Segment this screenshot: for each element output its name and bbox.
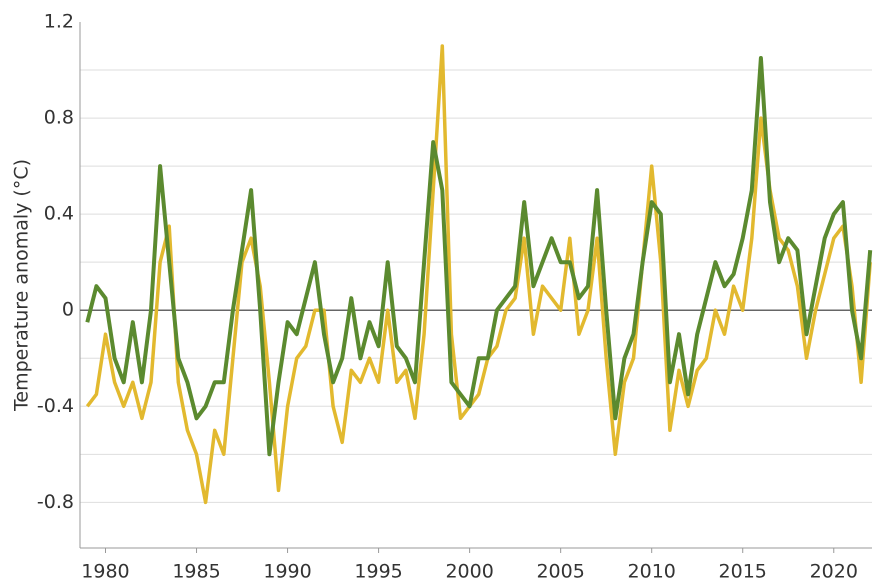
x-tick-label: 1980 (81, 561, 129, 583)
series-line (85, 44, 872, 505)
x-tick-label: 1990 (263, 561, 311, 583)
y-axis-title: Temperature anomaly (°C) (11, 159, 33, 412)
x-tick-label: 2020 (810, 561, 858, 583)
y-tick-label: 0 (62, 299, 74, 321)
series-line (85, 56, 873, 457)
x-tick-label: 1985 (172, 561, 220, 583)
x-tick-label: 2000 (445, 561, 493, 583)
y-tick-label: -0.8 (37, 491, 74, 513)
x-tick-label: 1995 (354, 561, 402, 583)
y-tick-label: -0.4 (37, 395, 74, 417)
x-tick-label: 2010 (628, 561, 676, 583)
y-tick-label: 0.4 (44, 203, 74, 225)
x-tick-label: 2015 (719, 561, 767, 583)
y-tick-label: 1.2 (44, 11, 74, 33)
x-tick-label: 2005 (536, 561, 584, 583)
y-tick-label: 0.8 (44, 107, 74, 129)
